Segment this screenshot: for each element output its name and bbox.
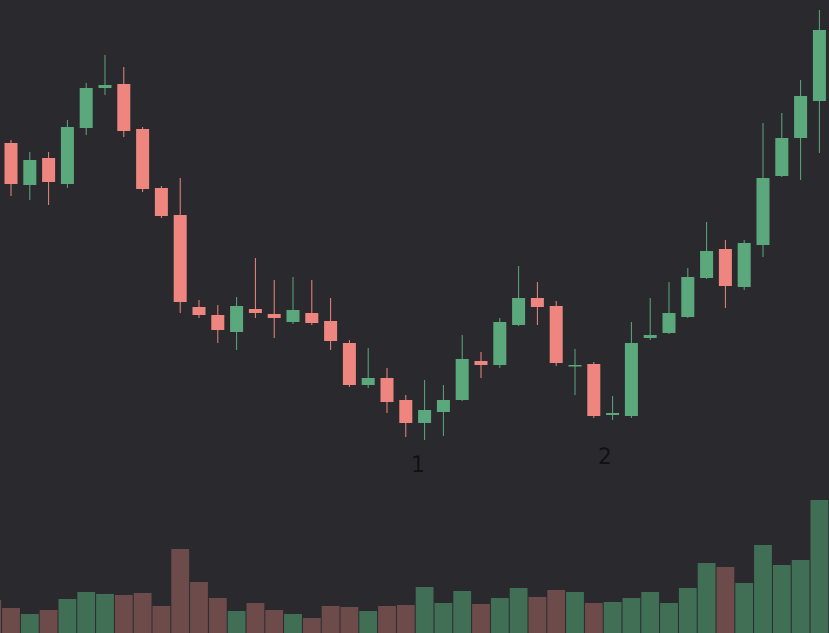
candle-body [380, 378, 394, 402]
volume-bar [678, 588, 697, 633]
candle-body [98, 85, 112, 88]
candle-body [342, 343, 356, 385]
volume-bar [171, 549, 190, 633]
annotation: 2 [598, 445, 612, 470]
candle-body [230, 306, 244, 332]
volume-bar [566, 592, 584, 633]
volume-bar [284, 614, 302, 633]
candle-body [756, 178, 770, 245]
volume-bar [246, 603, 265, 633]
volume-bar [0, 600, 2, 633]
candle-body [624, 343, 638, 416]
candle-body [718, 249, 732, 286]
candle-body [436, 400, 450, 412]
volume-bar [772, 565, 791, 633]
candle-body [606, 413, 620, 415]
volume-bar [114, 595, 133, 633]
volume-bar [641, 592, 660, 633]
volume-bar [453, 591, 472, 633]
candle-body [812, 30, 826, 101]
volume-bar [547, 590, 566, 633]
candle-body [549, 306, 563, 363]
candle-layer [4, 10, 826, 440]
candle-body [248, 309, 262, 313]
candle-body [324, 321, 338, 341]
volume-bar [227, 611, 246, 633]
volume-bar [2, 608, 20, 633]
candle-body [737, 243, 751, 287]
volume-bar [791, 560, 810, 633]
volume-bar [415, 587, 434, 633]
volume-bar [133, 593, 152, 633]
candle-body [117, 84, 131, 131]
candle-body [512, 298, 526, 325]
volume-bar [265, 610, 284, 633]
candle-body [42, 158, 56, 182]
volume-bar [716, 567, 735, 633]
volume-bar [528, 597, 547, 633]
candle-body [493, 322, 507, 365]
candle-body [775, 138, 789, 176]
volume-bar [603, 602, 622, 633]
volume-bar [321, 606, 340, 633]
candle-body [4, 143, 18, 184]
volume-bar [39, 610, 58, 633]
volume-bar [660, 603, 678, 633]
candle-body [587, 364, 601, 416]
volume-bar [754, 545, 772, 633]
volume-bar [622, 598, 641, 633]
candle-body [455, 359, 469, 400]
candle-body [681, 277, 695, 317]
volume-bar [434, 603, 453, 633]
volume-bar [396, 605, 415, 633]
candle-body [700, 251, 714, 278]
volume-bar [584, 603, 603, 633]
candle-body [267, 314, 281, 318]
candle-body [286, 310, 300, 322]
volume-bar [490, 598, 509, 633]
candle-body [474, 361, 488, 365]
volume-bar [378, 606, 396, 633]
candle-body [530, 298, 544, 307]
candle-body [136, 129, 150, 189]
volume-bar [96, 594, 114, 633]
volume-bar [20, 614, 39, 633]
candle-body [568, 365, 582, 367]
candle-body [794, 96, 808, 138]
volume-bar [58, 599, 77, 633]
volume-bar [810, 500, 829, 633]
candle-body [173, 215, 187, 302]
volume-bar [77, 592, 96, 633]
volume-bar [340, 607, 359, 633]
candle-body [79, 88, 93, 128]
volume-bar [190, 582, 208, 633]
candle-body [399, 400, 413, 423]
volume-bar [302, 618, 321, 633]
volume-layer [0, 500, 829, 633]
volume-bar [509, 588, 528, 633]
volume-bar [208, 598, 227, 633]
volume-bar [735, 583, 754, 633]
volume-bar [359, 611, 378, 633]
volume-bar [472, 604, 490, 633]
candle-body [662, 313, 676, 333]
candle-body [211, 315, 225, 330]
volume-bar [152, 606, 171, 633]
candle-body [60, 127, 74, 184]
candle-body [192, 307, 206, 315]
candle-body [418, 410, 432, 423]
candle-body [305, 313, 319, 323]
candle-body [643, 335, 657, 338]
annotation: 1 [411, 453, 425, 478]
candle-body [23, 160, 37, 185]
volume-bar [697, 563, 716, 633]
candle-body [361, 378, 375, 385]
candle-body [154, 188, 168, 216]
